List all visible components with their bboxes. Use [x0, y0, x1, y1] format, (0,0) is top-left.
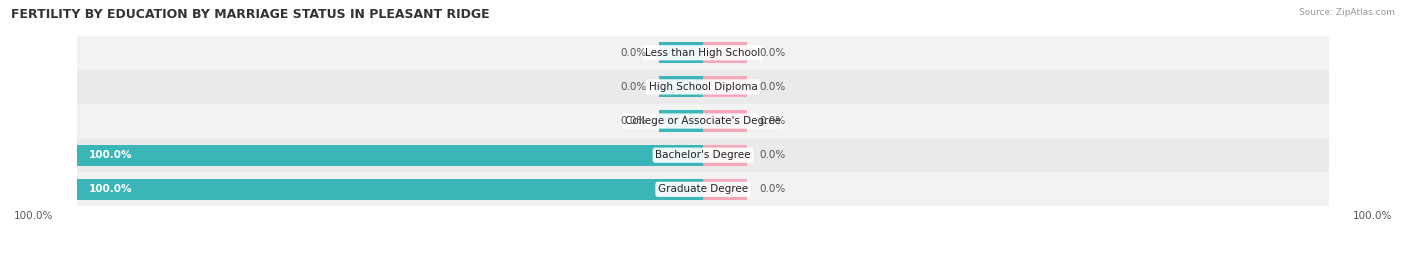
- Bar: [703, 111, 747, 132]
- Bar: [659, 111, 703, 132]
- Bar: [77, 179, 703, 200]
- Text: 0.0%: 0.0%: [620, 82, 647, 92]
- Text: 0.0%: 0.0%: [759, 82, 786, 92]
- Bar: [77, 138, 1329, 172]
- Text: Source: ZipAtlas.com: Source: ZipAtlas.com: [1299, 8, 1395, 17]
- Bar: [703, 42, 747, 63]
- Bar: [659, 76, 703, 97]
- Text: 0.0%: 0.0%: [759, 48, 786, 58]
- Text: College or Associate's Degree: College or Associate's Degree: [626, 116, 780, 126]
- Text: 100.0%: 100.0%: [1353, 211, 1392, 221]
- Text: 0.0%: 0.0%: [620, 116, 647, 126]
- Text: 100.0%: 100.0%: [89, 150, 132, 160]
- Bar: [77, 70, 1329, 104]
- Bar: [703, 145, 747, 166]
- Bar: [77, 172, 1329, 206]
- Bar: [703, 76, 747, 97]
- Text: 0.0%: 0.0%: [759, 150, 786, 160]
- Text: 0.0%: 0.0%: [759, 184, 786, 194]
- Bar: [77, 145, 703, 166]
- Text: FERTILITY BY EDUCATION BY MARRIAGE STATUS IN PLEASANT RIDGE: FERTILITY BY EDUCATION BY MARRIAGE STATU…: [11, 8, 489, 21]
- Bar: [77, 104, 1329, 138]
- Text: Less than High School: Less than High School: [645, 48, 761, 58]
- Bar: [703, 179, 747, 200]
- Bar: [77, 36, 1329, 70]
- Text: 0.0%: 0.0%: [620, 48, 647, 58]
- Text: Graduate Degree: Graduate Degree: [658, 184, 748, 194]
- Bar: [659, 42, 703, 63]
- Text: Bachelor's Degree: Bachelor's Degree: [655, 150, 751, 160]
- Text: High School Diploma: High School Diploma: [648, 82, 758, 92]
- Text: 0.0%: 0.0%: [759, 116, 786, 126]
- Text: 100.0%: 100.0%: [14, 211, 53, 221]
- Text: 100.0%: 100.0%: [89, 184, 132, 194]
